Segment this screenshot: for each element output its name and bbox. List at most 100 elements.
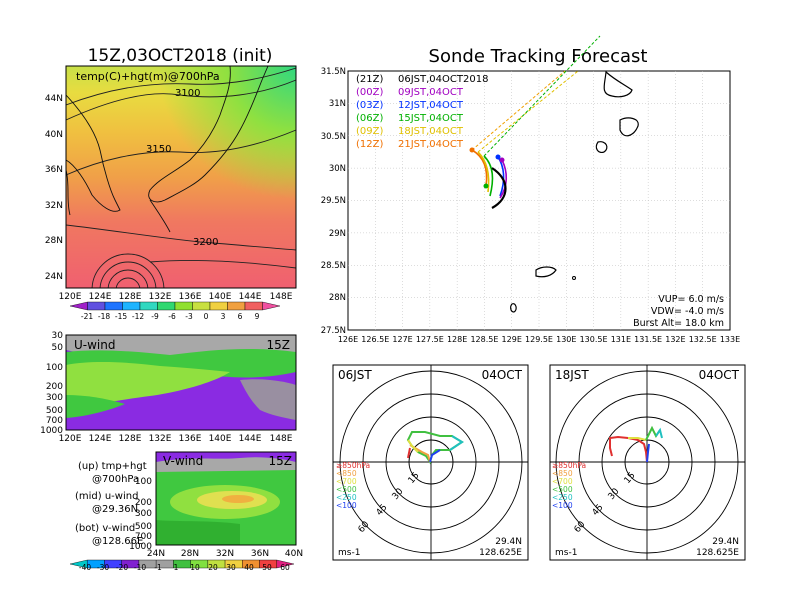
- polar-time: 06JST: [338, 368, 372, 382]
- lat-tick: 28N: [45, 236, 63, 246]
- v-wind-lat-axis: 24N 28N 32N 36N 40N: [147, 549, 303, 559]
- track-green: [483, 155, 494, 197]
- cbar-tick: 60: [280, 563, 290, 572]
- panel-legend: (up) tmp+hgt @700hPa (mid) u-wind @29.36…: [75, 461, 147, 547]
- island: [603, 70, 633, 98]
- lon-tick: 131E: [611, 335, 631, 344]
- cbar-tick: -20: [116, 563, 128, 572]
- lat-tick: 30.5N: [321, 132, 346, 142]
- right-title: Sonde Tracking Forecast: [429, 46, 648, 67]
- colorbar-cell: [192, 301, 211, 311]
- polar-time: 18JST: [555, 368, 589, 382]
- lat-tick: 44N: [45, 94, 63, 104]
- cbar-tick: 10: [190, 563, 200, 572]
- lon-tick: 148E: [270, 434, 293, 444]
- u-wind-time: 15Z: [267, 338, 291, 352]
- cbar-tick: -18: [98, 312, 110, 321]
- svg-text:≥850hPa: ≥850hPa: [552, 461, 586, 470]
- colorbar-cell: [276, 559, 295, 569]
- cbar-tick: -21: [81, 312, 93, 321]
- cbar-tick: -15: [115, 312, 127, 321]
- p-tick: 200: [46, 382, 63, 392]
- svg-text:≥850hPa: ≥850hPa: [336, 461, 370, 470]
- contour-label-3200: 3200: [193, 237, 218, 248]
- polar-unit: ms-1: [338, 548, 360, 558]
- sonde-params: VUP= 6.0 m/s VDW= -4.0 m/s Burst Alt= 18…: [633, 294, 724, 329]
- u-wind-panel: U-wind 15Z 30 50 100 200 300 500 700 100…: [40, 331, 297, 444]
- lon-tick: 136E: [179, 292, 202, 302]
- colorbar-cell: [104, 301, 123, 311]
- legend-time: 18JST,04OCT: [398, 126, 464, 137]
- polar-lon: 128.625E: [696, 548, 739, 558]
- svg-text:<850: <850: [552, 469, 573, 478]
- marker-blue: [495, 154, 501, 160]
- island: [510, 303, 517, 313]
- legend-tag: (06Z): [356, 113, 383, 124]
- colorbar-cell: [244, 301, 263, 311]
- p-tick: 300: [135, 509, 152, 519]
- map-lon-axis: 126E 126.5E 127E 127.5E 128E 128.5E 129E 129.5E…: [338, 335, 740, 344]
- colorbar-cell: [139, 301, 158, 311]
- lon-tick: 140E: [209, 292, 232, 302]
- lon-tick: 120E: [59, 292, 82, 302]
- lat-tick: 36N: [45, 165, 63, 175]
- cbar-tick: 6: [238, 312, 243, 321]
- contour-label-3150: 3150: [146, 144, 171, 155]
- colorbar-cell: [209, 301, 228, 311]
- vdw: VDW= -4.0 m/s: [651, 306, 724, 317]
- lat-tick: 32N: [216, 549, 234, 559]
- p-tick: 700: [135, 532, 152, 542]
- legend-time: 12JST,04OCT: [398, 100, 464, 111]
- lat-tick: 24N: [45, 272, 63, 282]
- wind-colorbar-ticks: -40 -30 -20 -10 -1 1 10 20 30 40 50 60: [79, 563, 290, 572]
- legend-tag: (09Z): [356, 126, 383, 137]
- colorbar-cell: [69, 301, 88, 311]
- lat-tick: 29N: [329, 229, 346, 239]
- coastline-korea: [66, 94, 121, 212]
- temp-colorbar-ticks: -21 -18 -15 -12 -9 -6 -3 0 3 6 9: [81, 312, 260, 321]
- lon-tick: 144E: [239, 292, 262, 302]
- lon-tick: 130E: [556, 335, 576, 344]
- cbar-tick: 20: [208, 563, 218, 572]
- cbar-tick: 3: [221, 312, 226, 321]
- lon-tick: 128E: [119, 434, 142, 444]
- lat-tick: 31N: [329, 99, 346, 109]
- legend-time: 15JST,04OCT: [398, 113, 464, 124]
- p-tick: 1000: [40, 426, 63, 436]
- tracking-map: 31.5N 31N 30.5N 30N 29.5N 29N 28.5N 28N …: [321, 35, 740, 344]
- colorbar-cell: [262, 301, 281, 311]
- cbar-tick: 9: [255, 312, 260, 321]
- polar-lat: 29.4N: [712, 537, 739, 547]
- polar-lon: 128.625E: [479, 548, 522, 558]
- island: [595, 141, 608, 153]
- marker-purple: [499, 157, 505, 163]
- p-tick: 100: [46, 363, 63, 373]
- island: [619, 117, 639, 137]
- cbar-tick: 0: [204, 312, 209, 321]
- lat-tick: 40N: [285, 549, 303, 559]
- lon-tick: 124E: [89, 292, 112, 302]
- lon-tick: 124E: [89, 434, 112, 444]
- marker-green: [483, 183, 489, 189]
- contour-label-3100: 3100: [175, 88, 200, 99]
- lat-tick: 40N: [45, 130, 63, 140]
- svg-text:<700: <700: [336, 477, 357, 486]
- p-tick: 500: [46, 406, 63, 416]
- map-legend: (21Z) 06JST,04OCT2018 (00Z) 09JST,04OCT …: [356, 74, 488, 150]
- level-legend: ≥850hPa <850 <700 <500 <250 <100: [336, 461, 370, 510]
- legend-tag: (12Z): [356, 139, 383, 150]
- p-tick: 200: [135, 498, 152, 508]
- lon-tick: 129.5E: [525, 335, 553, 344]
- lat-tick: 27.5N: [321, 326, 346, 336]
- lon-tick: 148E: [270, 292, 293, 302]
- wind-colorbar: [69, 559, 295, 569]
- svg-text:<250: <250: [552, 493, 573, 502]
- lon-tick: 133E: [720, 335, 740, 344]
- colorbar-cell: [87, 301, 106, 311]
- cbar-tick: -10: [134, 563, 146, 572]
- legend-time: 09JST,04OCT: [398, 87, 464, 98]
- track-blue: [497, 156, 505, 197]
- lat-tick: 30N: [329, 164, 346, 174]
- left-title: 15Z,03OCT2018 (init): [88, 46, 273, 66]
